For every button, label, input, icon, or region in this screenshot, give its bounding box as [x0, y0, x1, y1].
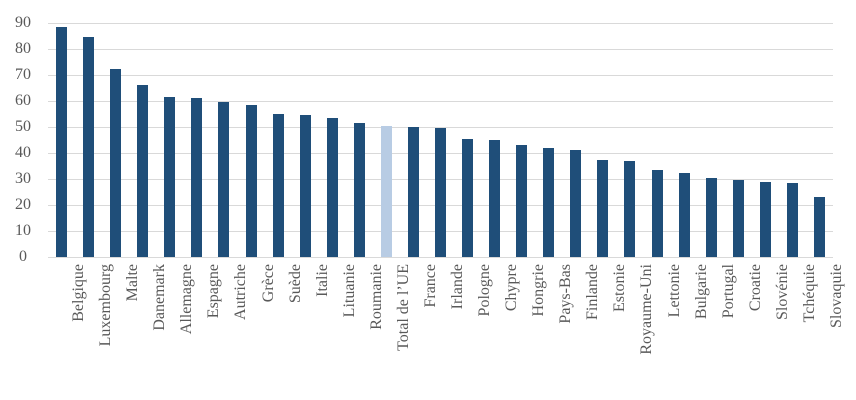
y-tick-label-80: 80	[15, 40, 31, 57]
bar-lituanie	[326, 117, 338, 257]
y-tick-label-60: 60	[15, 92, 31, 109]
y-tick-label-20: 20	[15, 196, 31, 213]
bar-autriche	[218, 102, 230, 257]
x-axis-label-total-de-lue: Total de l’UE	[394, 264, 412, 351]
x-axis-label-allemagne: Allemagne	[178, 264, 196, 335]
bar-bulgarie	[678, 172, 690, 257]
y-tick-label-90: 90	[15, 14, 31, 31]
x-axis-label-croatie: Croatie	[746, 264, 764, 312]
bar-pays-bas	[543, 147, 555, 257]
bar-finlande	[570, 150, 582, 257]
x-axis-label-lituanie: Lituanie	[340, 264, 358, 318]
x-axis-label-portugal: Portugal	[719, 264, 737, 319]
gridline-50	[48, 126, 833, 128]
x-axis-label-chypre: Chypre	[503, 264, 521, 312]
x-axis-label-tchequie: Tchéquie	[800, 264, 818, 323]
x-axis-label-lettonie: Lettonie	[665, 264, 683, 318]
x-axis-label-luxembourg: Luxembourg	[97, 264, 115, 347]
bar-irlande	[435, 128, 446, 257]
x-axis-label-italie: Italie	[313, 264, 331, 297]
bar-grece	[245, 104, 257, 257]
gridline-80	[48, 48, 833, 50]
x-axis-label-autriche: Autriche	[232, 264, 250, 320]
bar-danemark	[137, 85, 149, 257]
x-axis-label-slovaquie: Slovaquie	[827, 264, 845, 328]
gridline-70	[48, 74, 833, 76]
bar-italie	[299, 115, 311, 257]
x-axis-label-slovenie: Slovénie	[773, 264, 791, 320]
bar-roumanie	[353, 123, 365, 257]
bar-chypre	[489, 140, 501, 257]
x-axis-label-suede: Suède	[286, 264, 304, 304]
y-tick-label-10: 10	[15, 222, 31, 239]
bar-slovenie	[759, 181, 771, 257]
y-tick-label-30: 30	[15, 170, 31, 187]
bar-portugal	[705, 177, 717, 257]
bar-suede	[272, 114, 284, 257]
x-axis-label-grece: Grèce	[259, 264, 277, 303]
x-axis-label-belgique: Belgique	[70, 264, 88, 322]
bar-hongrie	[516, 145, 528, 257]
y-tick-label-50: 50	[15, 118, 31, 135]
bar-lettonie	[651, 169, 663, 257]
bar-pologne	[462, 138, 474, 257]
x-axis-label-malte: Malte	[124, 264, 142, 302]
bar-espagne	[191, 98, 203, 257]
y-tick-label-70: 70	[15, 66, 31, 83]
x-axis-label-estonie: Estonie	[611, 264, 629, 312]
bar-royaume-uni	[624, 160, 636, 257]
gridline-60	[48, 100, 833, 102]
x-axis-label-finlande: Finlande	[584, 264, 602, 320]
gridline-0	[48, 256, 833, 258]
y-tick-label-0: 0	[19, 248, 27, 265]
bar-slovaquie	[813, 197, 825, 257]
x-axis-label-espagne: Espagne	[205, 264, 223, 319]
x-axis-label-royaume-uni: Royaume-Uni	[638, 264, 656, 355]
bar-total-de-lue	[380, 125, 392, 257]
y-tick-label-40: 40	[15, 144, 31, 161]
bar-tchequie	[786, 182, 798, 257]
bar-croatie	[732, 180, 744, 257]
x-axis-label-pologne: Pologne	[476, 264, 494, 317]
x-axis-label-roumanie: Roumanie	[367, 264, 385, 330]
bar-malte	[110, 68, 122, 257]
x-axis-label-bulgarie: Bulgarie	[692, 264, 710, 320]
x-axis-label-france: France	[421, 264, 439, 308]
x-axis-label-hongrie: Hongrie	[530, 264, 548, 317]
gridline-90	[48, 22, 833, 24]
x-axis-label-pays-bas: Pays-Bas	[557, 264, 575, 324]
x-axis-label-danemark: Danemark	[151, 264, 169, 331]
bar-estonie	[597, 159, 609, 257]
bar-allemagne	[164, 97, 176, 257]
bar-belgique	[56, 26, 68, 257]
bar-france	[407, 127, 419, 257]
bar-luxembourg	[83, 37, 95, 257]
x-axis-label-irlande: Irlande	[449, 264, 466, 310]
